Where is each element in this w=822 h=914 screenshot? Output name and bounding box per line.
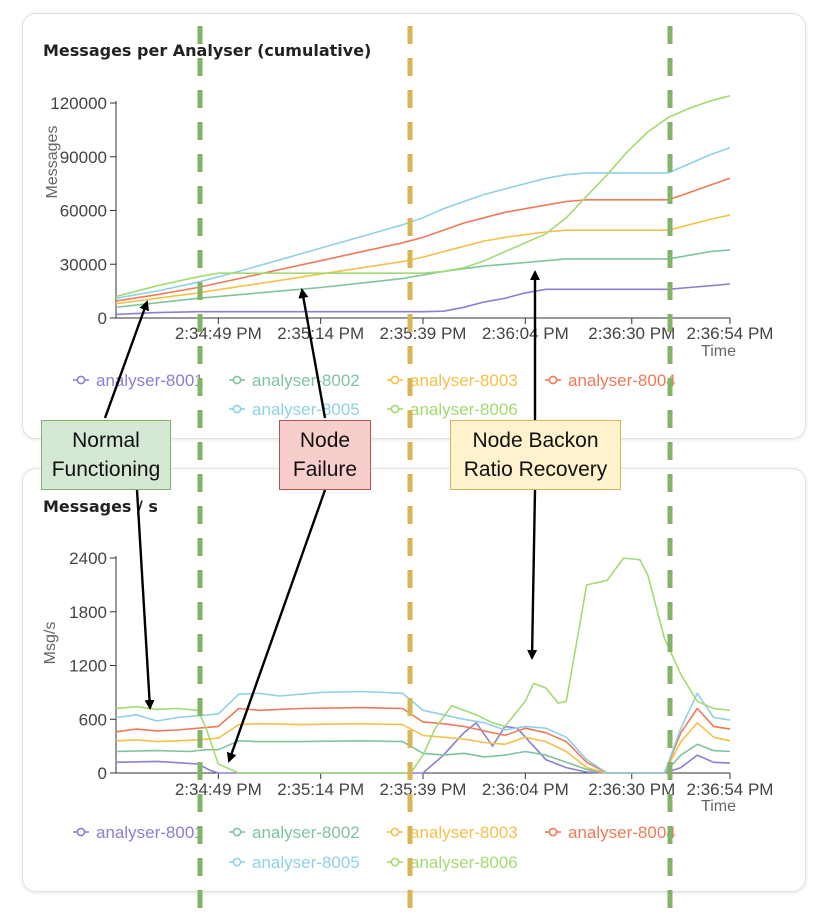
x-axis-label: Time: [701, 798, 736, 815]
series-line-analyser-8004: [115, 177, 731, 302]
chart-title-cumulative: Messages per Analyser (cumulative): [43, 41, 372, 60]
x-axis-label: Time: [701, 343, 736, 360]
x-tick-label: 2:35:39 PM: [380, 780, 467, 799]
chart-title-rate: Messages / s: [43, 497, 158, 516]
annotation-node-recovery: Node Backon Ratio Recovery: [450, 420, 621, 490]
legend-marker-icon: [390, 827, 400, 837]
legend-label: analyser-8005: [252, 853, 360, 872]
annotation-normal-functioning: Normal Functioning: [41, 420, 171, 490]
legend-item-analyser-8001[interactable]: analyser-8001: [73, 823, 204, 842]
legend-item-analyser-8005[interactable]: analyser-8005: [229, 400, 360, 419]
legend-label: analyser-8006: [410, 853, 518, 872]
annotation-arrow-4: [226, 489, 327, 763]
legend-marker-icon: [232, 857, 242, 867]
legend-item-analyser-8002[interactable]: analyser-8002: [229, 371, 360, 390]
series-line-analyser-8002: [115, 740, 731, 774]
annotation-arrow-2: [135, 489, 155, 710]
legend-marker-icon: [76, 827, 86, 837]
legend-item-analyser-8004[interactable]: analyser-8004: [545, 371, 676, 390]
y-tick-label: 30000: [60, 255, 107, 274]
legend-marker-icon: [390, 375, 400, 385]
legend-label: analyser-8003: [410, 371, 518, 390]
y-tick-label: 600: [79, 710, 107, 729]
legend-marker-icon: [548, 827, 558, 837]
legend-marker-icon: [232, 375, 242, 385]
series-line-analyser-8003: [115, 722, 731, 774]
series-line-analyser-8006: [115, 557, 731, 774]
x-tick-label: 2:36:30 PM: [588, 324, 675, 343]
series-line-analyser-8002: [115, 249, 731, 309]
series-line-analyser-8003: [115, 214, 731, 305]
legend-item-analyser-8003[interactable]: analyser-8003: [387, 823, 518, 842]
chart-card-rate: Messages / s: [22, 468, 806, 892]
x-tick-label: 2:36:54 PM: [687, 780, 774, 799]
x-tick-label: 2:36:04 PM: [482, 324, 569, 343]
series-line-analyser-8006: [115, 95, 731, 298]
y-axis-label: Msg/s: [42, 622, 59, 665]
legend-item-analyser-8004[interactable]: analyser-8004: [545, 823, 676, 842]
x-tick-label: 2:35:39 PM: [380, 324, 467, 343]
legend-marker-icon: [232, 827, 242, 837]
series-line-analyser-8001: [115, 722, 731, 774]
x-tick-label: 2:35:14 PM: [277, 324, 364, 343]
series-line-analyser-8001: [115, 283, 731, 316]
legend-item-analyser-8006[interactable]: analyser-8006: [387, 853, 518, 872]
x-tick-label: 2:36:30 PM: [588, 780, 675, 799]
legend-item-analyser-8005[interactable]: analyser-8005: [229, 853, 360, 872]
y-tick-label: 120000: [50, 94, 107, 113]
y-tick-label: 1800: [69, 603, 107, 622]
annotation-arrow-3: [298, 288, 327, 419]
annotation-node-failure: Node Failure: [279, 420, 371, 490]
legend-label: analyser-8003: [410, 823, 518, 842]
legend-item-analyser-8002[interactable]: analyser-8002: [229, 823, 360, 842]
x-tick-label: 2:34:49 PM: [175, 324, 262, 343]
y-tick-label: 2400: [69, 549, 107, 568]
legend-label: analyser-8005: [252, 400, 360, 419]
legend-marker-icon: [548, 375, 558, 385]
y-tick-label: 0: [98, 309, 107, 328]
chart-cumulative: 0 30000 60000 90000 120000 2:34:49 PM 2:35:14 …: [44, 94, 773, 419]
y-tick-label: 1200: [69, 657, 107, 676]
legend-label: analyser-8002: [252, 371, 360, 390]
legend-item-analyser-8001[interactable]: analyser-8001: [73, 371, 204, 390]
annotation-arrow-6: [527, 489, 538, 660]
legend-marker-icon: [232, 404, 242, 414]
x-tick-label: 2:35:14 PM: [277, 780, 364, 799]
legend-label: analyser-8001: [96, 823, 204, 842]
y-tick-label: 60000: [60, 202, 107, 221]
chart-rate: 0 600 1200 1800 2400 2:34:49 PM 2:35:14 PM 2:35…: [42, 549, 773, 872]
y-tick-label: 90000: [60, 148, 107, 167]
x-tick-label: 2:34:49 PM: [175, 780, 262, 799]
legend-item-analyser-8003[interactable]: analyser-8003: [387, 371, 518, 390]
series-line-analyser-8004: [115, 706, 731, 774]
x-tick-label: 2:36:04 PM: [482, 780, 569, 799]
legend-label: analyser-8004: [568, 823, 676, 842]
legend-label: analyser-8001: [96, 371, 204, 390]
series-line-analyser-8005: [115, 147, 731, 300]
legend-label: analyser-8006: [410, 400, 518, 419]
y-tick-label: 0: [98, 764, 107, 783]
legend-marker-icon: [390, 404, 400, 414]
x-tick-label: 2:36:54 PM: [687, 324, 774, 343]
series-line-analyser-8005: [115, 690, 731, 774]
legend-marker-icon: [76, 375, 86, 385]
legend-marker-icon: [390, 857, 400, 867]
legend-label: analyser-8004: [568, 371, 676, 390]
legend-label: analyser-8002: [252, 823, 360, 842]
y-axis-label: Messages: [44, 126, 61, 199]
annotation-arrow-1: [103, 300, 149, 419]
chart-card-cumulative: Messages per Analyser (cumulative): [22, 13, 806, 439]
legend-item-analyser-8006[interactable]: analyser-8006: [387, 400, 518, 419]
